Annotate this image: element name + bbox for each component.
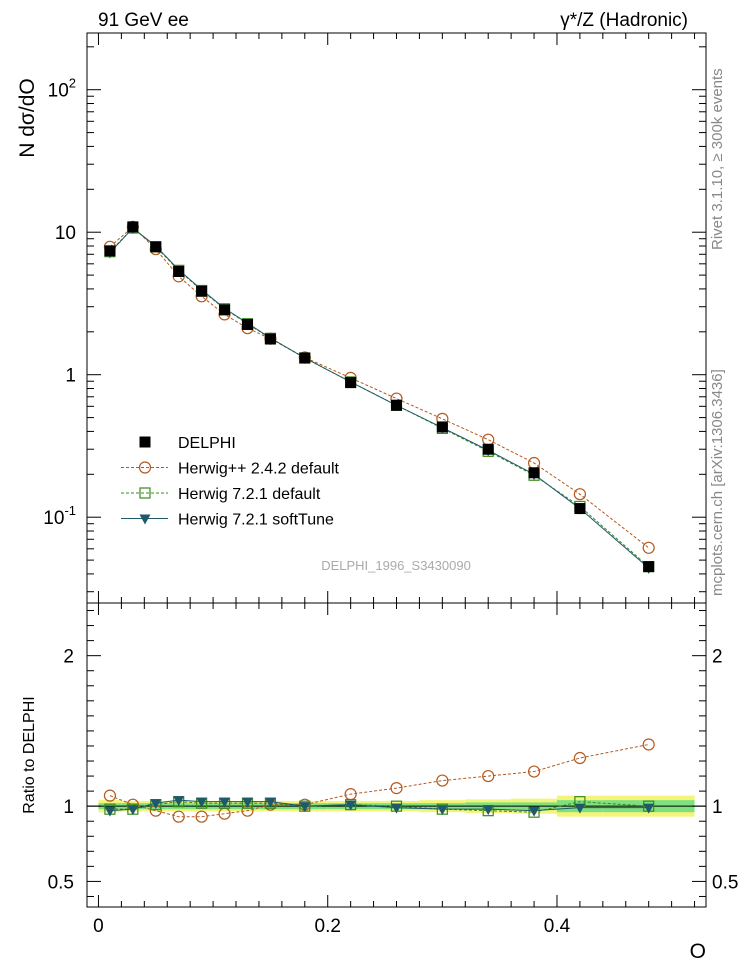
ratio-herwig-7-2-1-softtune-point bbox=[173, 796, 185, 807]
series-delphi-point bbox=[391, 399, 402, 411]
legend: DELPHI Herwig++ 2.4.2 default Herwig 7.2.1… bbox=[121, 435, 340, 529]
legend-entry: DELPHI bbox=[178, 435, 236, 452]
legend-entry: Herwig 7.2.1 default bbox=[178, 486, 321, 503]
ratio-herwig-2-4-2-default-point bbox=[642, 738, 655, 751]
series-delphi-point bbox=[241, 319, 253, 331]
series-delphi-point bbox=[643, 561, 655, 573]
series-delphi-point bbox=[173, 265, 185, 277]
ratio-herwig-7-2-1-softtune-point bbox=[528, 806, 540, 817]
ratio-frame bbox=[86, 602, 707, 908]
ratio-y-tick-label-right: 2 bbox=[712, 647, 723, 668]
legend-marker bbox=[139, 436, 151, 448]
ratio-herwig-7-2-1-softtune-point bbox=[574, 803, 586, 814]
series-delphi-point bbox=[299, 352, 311, 364]
ratio-herwig-7-2-1-softtune-point bbox=[104, 806, 116, 817]
rivet-version-label: Rivet 3.1.10, ≥ 300k events bbox=[709, 68, 726, 250]
series-delphi-point bbox=[574, 503, 586, 515]
ratio-herwig-7-2-1-softtune-point bbox=[299, 802, 311, 813]
legend-entry: Herwig 7.2.1 softTune bbox=[178, 512, 334, 529]
series-herwig-2-4-2-default-point bbox=[482, 433, 495, 446]
legend-marker bbox=[138, 461, 152, 474]
y-tick-label: 1 bbox=[65, 366, 76, 387]
ratio-y-tick-label-right: 1 bbox=[712, 797, 723, 818]
series-delphi-point bbox=[482, 443, 494, 455]
ratio-herwig-7-2-1-softtune-point bbox=[219, 797, 231, 808]
ratio-herwig-7-2-1-softtune-point bbox=[241, 797, 253, 808]
ratio-herwig-7-2-1-softtune-point bbox=[196, 797, 208, 808]
series-herwig-7-2-1-softtune-line bbox=[109, 227, 650, 569]
ratio-herwig-7-2-1-softtune-point bbox=[391, 803, 402, 814]
series-herwig-7-2-1-default-line bbox=[109, 227, 650, 567]
series-delphi-point bbox=[264, 333, 276, 345]
ratio-herwig-2-4-2-default-point bbox=[573, 751, 587, 765]
x-tick-label: 0 bbox=[93, 916, 104, 937]
ratio-herwig-7-2-1-softtune-point bbox=[643, 803, 655, 814]
legend-entry: Herwig++ 2.4.2 default bbox=[178, 461, 340, 478]
ratio-herwig-7-2-1-default-line bbox=[109, 801, 649, 813]
x-tick-label: 0.2 bbox=[315, 916, 341, 937]
ratio-herwig-2-4-2-default-point bbox=[436, 774, 449, 787]
analysis-watermark: DELPHI_1996_S3430090 bbox=[321, 558, 471, 573]
ratio-y-tick-label: 1 bbox=[63, 797, 74, 818]
series-herwig-2-4-2-default-point bbox=[573, 488, 587, 501]
ratio-herwig-7-2-1-softtune-point bbox=[127, 805, 139, 816]
ratio-y-tick-label: 0.5 bbox=[48, 872, 74, 893]
ratio-herwig-2-4-2-default-point bbox=[103, 789, 117, 802]
series-delphi-point bbox=[436, 421, 448, 433]
series-herwig-2-4-2-default-line bbox=[109, 226, 649, 549]
header-left: 91 GeV ee bbox=[98, 10, 189, 31]
legend-marker bbox=[139, 514, 151, 525]
ratio-panel: 0 0.2 0.4 2 2 1 1 0.5 0.5 bbox=[48, 602, 738, 937]
ratio-y-tick-label-right: 0.5 bbox=[712, 872, 738, 893]
ratio-herwig-7-2-1-softtune-point bbox=[150, 799, 162, 810]
series-herwig-2-4-2-default-point bbox=[642, 541, 655, 554]
series-delphi-point bbox=[345, 377, 357, 389]
y-tick-label: 10 bbox=[55, 223, 76, 244]
ratio-herwig-7-2-1-softtune-line bbox=[109, 799, 649, 812]
mcplots-label: mcplots.cern.ch [arXiv:1306.3436] bbox=[709, 369, 726, 596]
ratio-herwig-7-2-1-softtune-point bbox=[264, 797, 276, 808]
ratio-y-tick-label: 2 bbox=[63, 647, 74, 668]
legend-marker bbox=[139, 487, 151, 499]
ratio-herwig-2-4-2-default-point bbox=[172, 810, 185, 823]
header-right: γ*/Z (Hadronic) bbox=[560, 10, 688, 31]
y-axis-label: N dσ/dO bbox=[16, 78, 39, 158]
series-delphi-point bbox=[219, 304, 231, 316]
ratio-herwig-2-4-2-default-line bbox=[109, 743, 649, 818]
ratio-herwig-2-4-2-default-point bbox=[390, 782, 403, 795]
series-delphi-point bbox=[150, 241, 162, 253]
series-delphi-point bbox=[528, 467, 540, 479]
ratio-herwig-2-4-2-default-point bbox=[482, 769, 495, 783]
ratio-herwig-2-4-2-default-point bbox=[195, 810, 208, 823]
ratio-herwig-7-2-1-softtune-point bbox=[345, 800, 357, 811]
y-tick-label: 102 bbox=[48, 76, 76, 102]
x-axis-label: O bbox=[690, 940, 706, 963]
y-tick-label: 10-1 bbox=[43, 503, 76, 529]
ratio-y-axis-label: Ratio to DELPHI bbox=[21, 696, 38, 813]
ratio-herwig-7-2-1-softtune-point bbox=[436, 805, 448, 816]
main-panel: 102 10 1 10-1 bbox=[43, 32, 707, 615]
series-delphi-point bbox=[104, 245, 116, 257]
series-delphi-point bbox=[196, 285, 208, 297]
ratio-herwig-2-4-2-default-point bbox=[527, 765, 541, 778]
series-delphi-point bbox=[127, 221, 139, 233]
x-tick-label: 0.4 bbox=[544, 916, 571, 937]
ratio-herwig-7-2-1-softtune-point bbox=[482, 805, 494, 816]
